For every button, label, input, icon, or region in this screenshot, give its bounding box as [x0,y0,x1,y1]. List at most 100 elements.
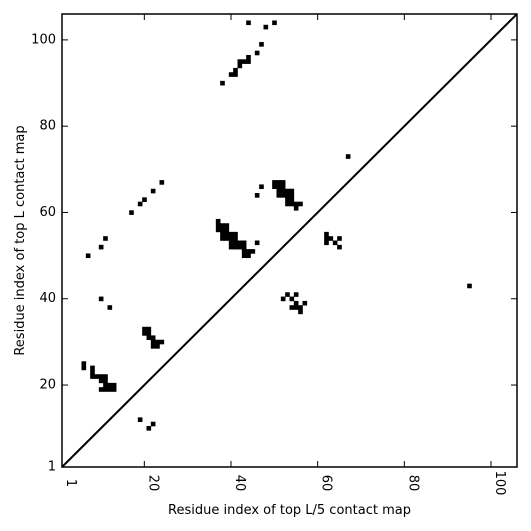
contact-cell-upper [285,197,290,202]
contact-cell-upper [237,244,243,250]
contact-cell-upper [263,24,269,30]
contact-cell-lower [107,387,113,392]
contact-cell-upper [246,59,251,64]
contact-cell-upper [246,253,251,259]
contact-cell-upper [293,201,299,207]
contact-cell-lower [285,292,290,297]
contact-cell-upper [280,184,286,190]
contact-cell-upper [215,223,221,228]
contact-cell-upper [289,193,295,198]
contact-cell-upper [276,188,282,194]
contact-cell-upper [241,240,247,246]
x-tick-label: 40 [232,475,247,492]
contact-cell-upper [137,201,143,207]
contact-cell-upper [324,236,329,241]
contact-cell-upper [280,188,286,194]
contact-cell-upper [272,180,277,185]
contact-cell-upper [220,236,225,241]
contact-cell-upper [276,184,282,190]
contact-cell-upper [215,227,221,233]
contact-cell-upper [233,72,238,77]
contact-cell-lower [150,421,156,427]
y-tick-label: 100 [31,32,56,47]
contact-cell-upper [220,231,225,237]
contact-cell-lower [155,344,160,349]
x-axis-label: Residue index of top L/5 contact map [168,503,411,518]
contact-cell-lower [159,339,165,345]
contact-cell-upper [215,218,221,224]
contact-cell-upper [259,42,264,47]
contact-cell-upper [142,197,147,202]
y-tick-label: 40 [39,291,56,306]
contact-cell-lower [103,378,108,384]
contact-cell-lower [150,344,156,349]
contact-cell-upper [228,72,234,77]
contact-cell-upper [233,231,238,237]
contact-cell-upper [98,244,104,250]
contact-cell-lower [298,309,303,315]
contact-cell-upper [246,20,251,26]
contact-cell-upper [337,244,342,250]
contact-cell-upper [298,201,303,207]
contact-cell-upper [233,240,238,246]
contact-cell-upper [241,59,247,64]
contact-cell-lower [98,378,104,384]
contact-cell-upper [285,201,290,207]
contact-cell-upper [220,80,225,86]
y-tick-label: 20 [39,378,56,393]
contact-cell-upper [254,193,260,198]
contact-cell-upper [285,188,290,194]
contact-cell-upper [272,20,277,26]
contact-cell-upper [328,236,334,241]
contact-cell-lower [142,326,147,332]
contact-cell-lower [103,382,108,388]
contact-cell-upper [228,231,234,237]
contact-cell-upper [250,249,256,254]
contact-cell-lower [146,331,152,336]
contact-cell-upper [324,231,329,237]
contact-cell-upper [233,67,238,73]
contact-cell-lower [293,305,299,310]
contact-cell-lower [107,305,113,310]
contact-cell-upper [276,180,282,185]
contact-cell-upper [293,205,299,211]
x-tick-label: 100 [492,471,507,496]
contact-cell-lower [94,374,100,379]
contact-cell-upper [103,236,108,241]
contact-cell-upper [241,249,247,254]
contact-cell-lower [293,292,299,297]
contact-cell-lower [111,382,117,388]
contact-cell-upper [254,50,260,56]
contact-cell-upper [241,244,247,250]
contact-cell-upper [159,180,165,185]
y-tick-label: 80 [39,119,56,134]
contact-cell-upper [233,236,238,241]
contact-cell-lower [90,369,95,375]
contact-cell-lower [103,387,108,392]
contact-cell-upper [285,193,290,198]
contact-cell-lower [293,300,299,306]
contact-cell-upper [224,231,230,237]
contact-cell-upper [220,227,225,233]
y-axis-label: Residue index of top L contact map [13,125,28,355]
contact-cell-upper [237,63,243,69]
contact-cell-lower [155,339,160,345]
contact-cell-upper [224,223,230,228]
contact-cell-lower [146,335,152,341]
contact-cell-upper [280,193,286,198]
y-tick-label: 60 [39,205,56,220]
contact-cell-lower [146,426,152,431]
contact-cell-upper [332,240,338,246]
contact-cell-lower [98,374,104,379]
contact-cell-lower [81,361,87,366]
x-tick-label: 20 [145,475,160,492]
contact-cell-upper [220,223,225,228]
contact-cell-lower [150,339,156,345]
contact-cell-upper [228,240,234,246]
contact-cell-upper [85,253,91,259]
contact-cell-upper [254,240,260,246]
contact-cell-lower [467,283,472,289]
contact-cell-lower [111,387,117,392]
